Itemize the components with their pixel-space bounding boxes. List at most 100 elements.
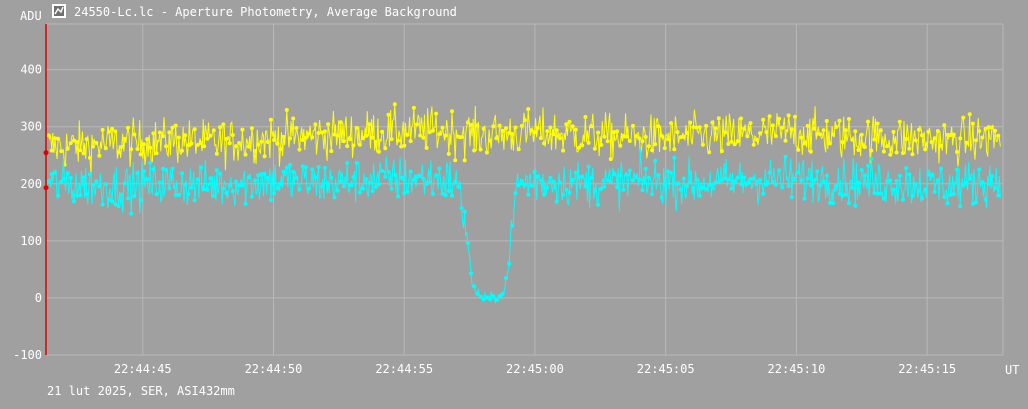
- data-point: [659, 133, 664, 138]
- data-point: [948, 133, 953, 137]
- data-point: [72, 138, 76, 143]
- app-chart-icon[interactable]: [52, 4, 66, 18]
- x-tick-label: 22:44:50: [245, 362, 303, 376]
- data-point: [742, 175, 747, 180]
- series-line: [48, 104, 1001, 175]
- data-point: [53, 170, 57, 175]
- data-point: [602, 184, 607, 189]
- data-point: [303, 135, 308, 140]
- data-point: [430, 128, 435, 133]
- data-point: [691, 185, 696, 190]
- data-point: [288, 163, 292, 167]
- x-tick-label: 22:45:05: [637, 362, 695, 376]
- data-point: [259, 139, 264, 144]
- data-point: [599, 143, 604, 147]
- data-point: [532, 169, 537, 174]
- data-point: [351, 143, 356, 148]
- data-point: [805, 124, 810, 128]
- data-point: [516, 183, 521, 188]
- data-point: [532, 130, 537, 135]
- data-point: [904, 166, 909, 171]
- data-point: [440, 191, 445, 196]
- time-cursor[interactable]: [43, 24, 49, 355]
- data-point: [319, 130, 324, 135]
- data-point: [847, 117, 851, 121]
- data-point: [300, 137, 305, 142]
- data-point: [707, 150, 712, 155]
- data-point: [84, 137, 89, 142]
- data-point: [68, 141, 73, 146]
- data-point: [780, 125, 785, 130]
- data-point: [281, 169, 286, 174]
- data-point: [989, 174, 994, 179]
- data-point: [291, 116, 296, 121]
- data-point: [923, 187, 928, 192]
- data-point: [612, 130, 616, 135]
- data-point: [141, 169, 146, 174]
- data-point: [481, 126, 486, 131]
- data-point: [342, 139, 346, 144]
- data-point: [580, 143, 585, 148]
- y-tick-label: 200: [20, 177, 42, 191]
- data-point: [59, 179, 64, 184]
- data-point: [577, 175, 581, 180]
- data-point: [272, 138, 277, 142]
- data-point: [907, 172, 912, 177]
- data-point: [97, 184, 102, 189]
- data-point: [326, 122, 331, 127]
- data-point: [529, 183, 534, 188]
- data-point: [100, 127, 105, 132]
- data-point: [529, 128, 534, 133]
- data-point: [964, 140, 969, 145]
- data-point: [119, 192, 124, 197]
- data-point: [497, 294, 502, 298]
- data-point: [319, 184, 324, 189]
- data-point: [87, 155, 92, 160]
- data-point: [608, 157, 613, 162]
- data-point: [192, 198, 197, 203]
- data-point: [535, 174, 540, 179]
- data-point: [313, 175, 318, 180]
- data-point: [342, 184, 346, 189]
- data-point: [440, 125, 445, 130]
- data-point: [145, 177, 150, 182]
- data-point: [853, 203, 858, 208]
- data-point: [494, 297, 499, 302]
- data-point: [646, 175, 651, 180]
- data-point: [284, 108, 289, 112]
- data-point: [173, 123, 178, 128]
- data-point: [697, 193, 702, 198]
- data-point: [122, 181, 127, 186]
- data-point: [612, 172, 616, 177]
- data-point: [996, 133, 1001, 138]
- data-point: [237, 183, 242, 188]
- data-point: [815, 131, 820, 136]
- data-point: [211, 194, 216, 199]
- data-point: [488, 138, 493, 143]
- data-point: [154, 151, 159, 156]
- data-point: [821, 179, 826, 184]
- data-point: [310, 167, 315, 172]
- data-point: [65, 146, 70, 151]
- data-point: [161, 166, 165, 171]
- data-point: [338, 120, 343, 125]
- data-point: [967, 112, 972, 117]
- data-point: [872, 137, 877, 142]
- data-point: [202, 187, 207, 192]
- y-tick-labels: -100 0 100 200 300 400: [13, 63, 42, 362]
- data-point: [87, 172, 92, 177]
- data-point: [411, 177, 416, 182]
- data-point: [970, 201, 975, 206]
- data-point: [945, 132, 950, 137]
- data-point: [421, 135, 426, 140]
- data-point: [272, 191, 277, 196]
- data-point: [240, 127, 245, 132]
- data-point: [164, 168, 169, 172]
- data-point: [78, 193, 83, 198]
- data-point: [881, 196, 886, 201]
- data-point: [332, 195, 337, 200]
- data-point: [789, 127, 794, 132]
- data-point: [751, 176, 756, 181]
- data-point: [472, 284, 477, 289]
